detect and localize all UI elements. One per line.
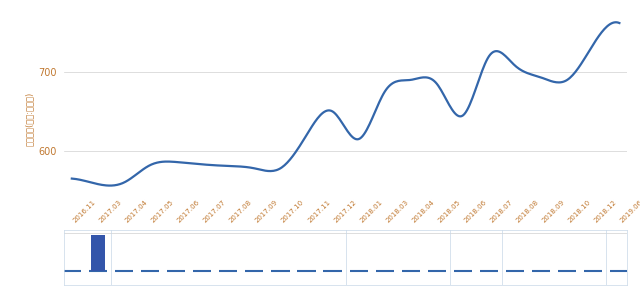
- Y-axis label: 거래금액(단위:백만원): 거래금액(단위:백만원): [25, 92, 34, 146]
- Bar: [91, 235, 105, 271]
